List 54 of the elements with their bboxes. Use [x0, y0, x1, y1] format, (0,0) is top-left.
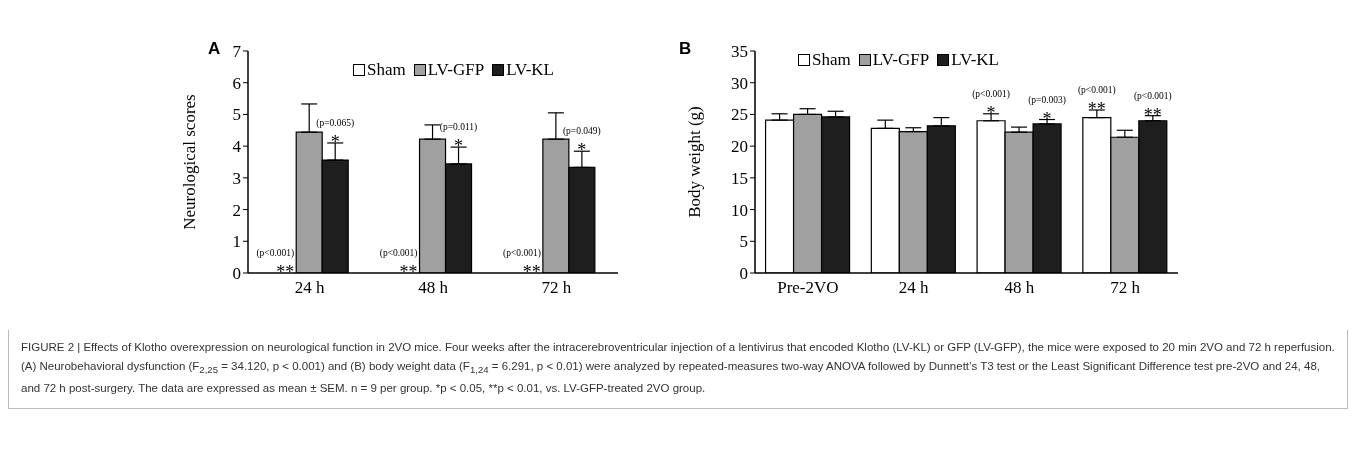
- annotation: (p<0.001): [972, 88, 1010, 100]
- annotation: **: [1143, 104, 1162, 125]
- caption: FIGURE 2 | Effects of Klotho overexpression on neurological function in 2VO mice. Four weeks after the intracerebroventricular injection of a lentivirus that encoded Klotho (LV-KL) or GFP (LV-GFP), the mice were exposed to 20 min 2VO and 72 h reperfusion. (A) Neurobehavioral dysfunction (F$_{2,25}$ = 34.120, p < 0.001) and (B) body weight data (F$_{1,24}$ = 6.291, p < 0.01) were analyzed by repeated-measures two-way ANOVA followed by Dunnett’s T3 test or the Least Significant Difference test pre-2VO and 24, 48, and 72 h post-surgery. The data are expressed as mean ± SEM. n = 9 per group. *p < 0.05, **p < 0.01, vs. LV-GFP-treated 2VO group.: [21, 340, 1335, 397]
- y-tick-label: 20: [731, 137, 748, 157]
- x-tick-label: 48 h: [418, 278, 449, 298]
- y-tick-label: 1: [232, 232, 241, 252]
- legend-label: LV-GFP: [872, 50, 930, 70]
- annotation: (p<0.001): [503, 248, 541, 259]
- x-tick-label: 24 h: [294, 278, 326, 298]
- x-tick-label: 72 h: [1110, 278, 1141, 298]
- chart-title: B: [679, 39, 692, 59]
- y-tick-label: 35: [731, 42, 748, 62]
- annotation: **: [276, 262, 295, 282]
- annotation: (p=0.049): [562, 126, 601, 138]
- annotation: **: [522, 262, 541, 282]
- y-tick-label: 4: [232, 137, 242, 157]
- y-axis-title: Neurological scores: [179, 93, 200, 232]
- annotation: *: [454, 136, 464, 157]
- annotation: *: [577, 140, 587, 161]
- annotation: (p=0.003): [1028, 94, 1066, 106]
- annotation: *: [986, 102, 996, 123]
- annotation: (p<0.001): [256, 248, 295, 259]
- y-tick-label: 2: [232, 200, 241, 220]
- y-tick-label: 10: [731, 200, 748, 220]
- y-tick-label: 15: [731, 168, 748, 188]
- legend-label: Sham: [812, 50, 851, 70]
- annotation: **: [1087, 98, 1106, 119]
- legend-label: Sham: [367, 60, 406, 80]
- y-tick-label: 0: [739, 264, 748, 284]
- y-tick-label: 5: [232, 105, 241, 125]
- legend-label: LV-KL: [506, 60, 554, 80]
- y-tick-label: 5: [739, 232, 748, 252]
- x-tick-label: 24 h: [898, 278, 929, 298]
- annotation: *: [1042, 108, 1052, 129]
- y-axis-title: Body weight (g): [685, 106, 704, 218]
- annotation: (p<0.001): [379, 248, 418, 259]
- legend-label: LV-KL: [951, 50, 999, 70]
- annotation: (p<0.001): [1077, 84, 1116, 96]
- chart-title: A: [208, 39, 221, 59]
- annotation: **: [399, 262, 418, 282]
- x-tick-label: 72 h: [541, 278, 572, 298]
- annotation: (p=0.065): [316, 117, 355, 129]
- y-tick-label: 0: [232, 264, 241, 284]
- y-tick-label: 3: [232, 168, 241, 188]
- legend-label: LV-GFP: [427, 60, 485, 80]
- y-tick-label: 30: [731, 73, 748, 93]
- annotation: (p=0.011): [439, 122, 478, 134]
- x-tick-label: 48 h: [1004, 278, 1035, 298]
- x-tick-label: Pre-2VO: [777, 278, 839, 298]
- annotation: (p<0.001): [1133, 90, 1172, 102]
- annotation: *: [330, 131, 340, 152]
- y-tick-label: 6: [232, 73, 241, 93]
- y-tick-label: 7: [232, 42, 242, 62]
- y-tick-label: 25: [731, 105, 748, 125]
